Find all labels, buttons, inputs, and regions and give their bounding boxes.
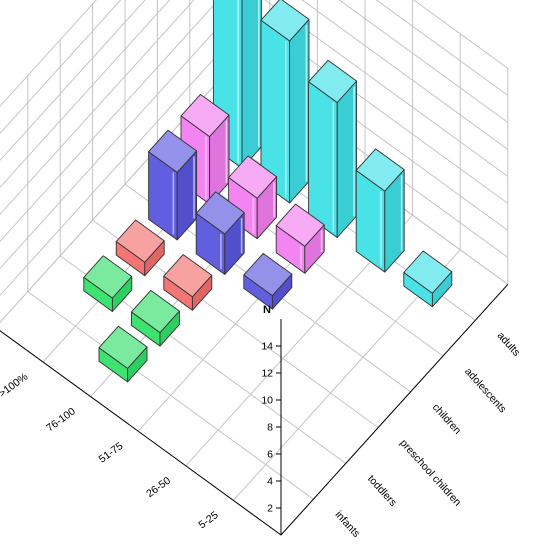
bar: 76-100 / adults: 12 bbox=[260, 0, 310, 204]
bar: 51-75 / adolescents: 2 bbox=[275, 203, 325, 274]
bar: 76-100 / toddlers: 1 bbox=[130, 289, 180, 347]
bar-top-face bbox=[403, 250, 453, 294]
grid-line bbox=[59, 39, 347, 464]
y-tick-label: adolescents bbox=[462, 366, 508, 416]
z-tick-label: 2 bbox=[267, 503, 273, 515]
x-tick-label: >100% bbox=[0, 371, 30, 400]
x-tick-label: 5-25 bbox=[197, 509, 221, 531]
bar: 76-100 / adolescents: 3 bbox=[228, 155, 278, 240]
z-tick-label: 8 bbox=[267, 422, 273, 434]
bar-top-face bbox=[130, 289, 180, 334]
bar-top-face bbox=[98, 325, 148, 369]
bar-top-face bbox=[228, 155, 278, 199]
z-tick-label: 14 bbox=[261, 341, 273, 353]
bar-top-face bbox=[195, 191, 245, 235]
bar: >100% / preschool children: 1 bbox=[115, 219, 165, 277]
bar-top-face bbox=[275, 203, 325, 247]
chart-bars: >100% / adults: 1676-100 / adults: 12>10… bbox=[83, 0, 453, 383]
bar-top-face bbox=[83, 255, 133, 299]
x-tick-label: 26-50 bbox=[144, 475, 173, 501]
bar-top-face bbox=[260, 0, 310, 42]
z-axis-title: N bbox=[263, 304, 271, 316]
bar: 76-100 / infants: 1 bbox=[98, 325, 148, 383]
grid-line bbox=[0, 0, 509, 189]
grid-line bbox=[233, 33, 461, 501]
bar: 26-50 / adults: 6 bbox=[355, 148, 405, 273]
y-tick-label: adults bbox=[495, 330, 523, 359]
grid-line bbox=[27, 75, 314, 500]
y-tick-label: infants bbox=[333, 509, 363, 540]
bar: 51-75 / adults: 10 bbox=[308, 59, 358, 238]
bar: >100% / toddlers: 1 bbox=[83, 255, 133, 312]
y-tick-label: children bbox=[430, 401, 464, 436]
grid-line bbox=[0, 0, 509, 216]
floor-front-edges bbox=[0, 284, 509, 536]
y-tick-label: toddlers bbox=[365, 473, 399, 509]
z-tick-label: 10 bbox=[261, 395, 273, 407]
bar-top-face bbox=[163, 254, 213, 298]
back-left-wall bbox=[0, 0, 223, 324]
x-tick-label: 76-100 bbox=[44, 405, 78, 434]
x-tick-label: 51-75 bbox=[97, 440, 126, 466]
grid-line bbox=[0, 0, 509, 162]
z-tick-label: 4 bbox=[267, 476, 273, 488]
grid-line bbox=[185, 0, 414, 467]
bar: 76-100 / children: 3 bbox=[195, 191, 245, 275]
bar-top-face bbox=[115, 219, 165, 263]
bar: 51-75 / children: 1 bbox=[243, 252, 293, 310]
grid-line bbox=[0, 0, 509, 135]
grid-line bbox=[0, 0, 509, 243]
bar-top-face bbox=[308, 59, 358, 103]
grid-line bbox=[124, 0, 411, 393]
grid-line bbox=[92, 4, 379, 429]
bar-top-face bbox=[180, 93, 230, 138]
bar-top-face bbox=[148, 129, 198, 173]
z-tick-label: 6 bbox=[267, 449, 273, 461]
y-tick-label: preschool children bbox=[397, 437, 463, 508]
bar-right-face bbox=[241, 0, 262, 169]
bar: >100% / children: 5 bbox=[148, 129, 198, 241]
z-tick-label: 12 bbox=[261, 368, 273, 380]
bar-top-face bbox=[355, 148, 405, 192]
bar: 5-25 / adults: 1 bbox=[403, 250, 453, 308]
bar: 76-100 / preschool children: 1 bbox=[163, 254, 213, 311]
bar-top-face bbox=[243, 252, 293, 297]
